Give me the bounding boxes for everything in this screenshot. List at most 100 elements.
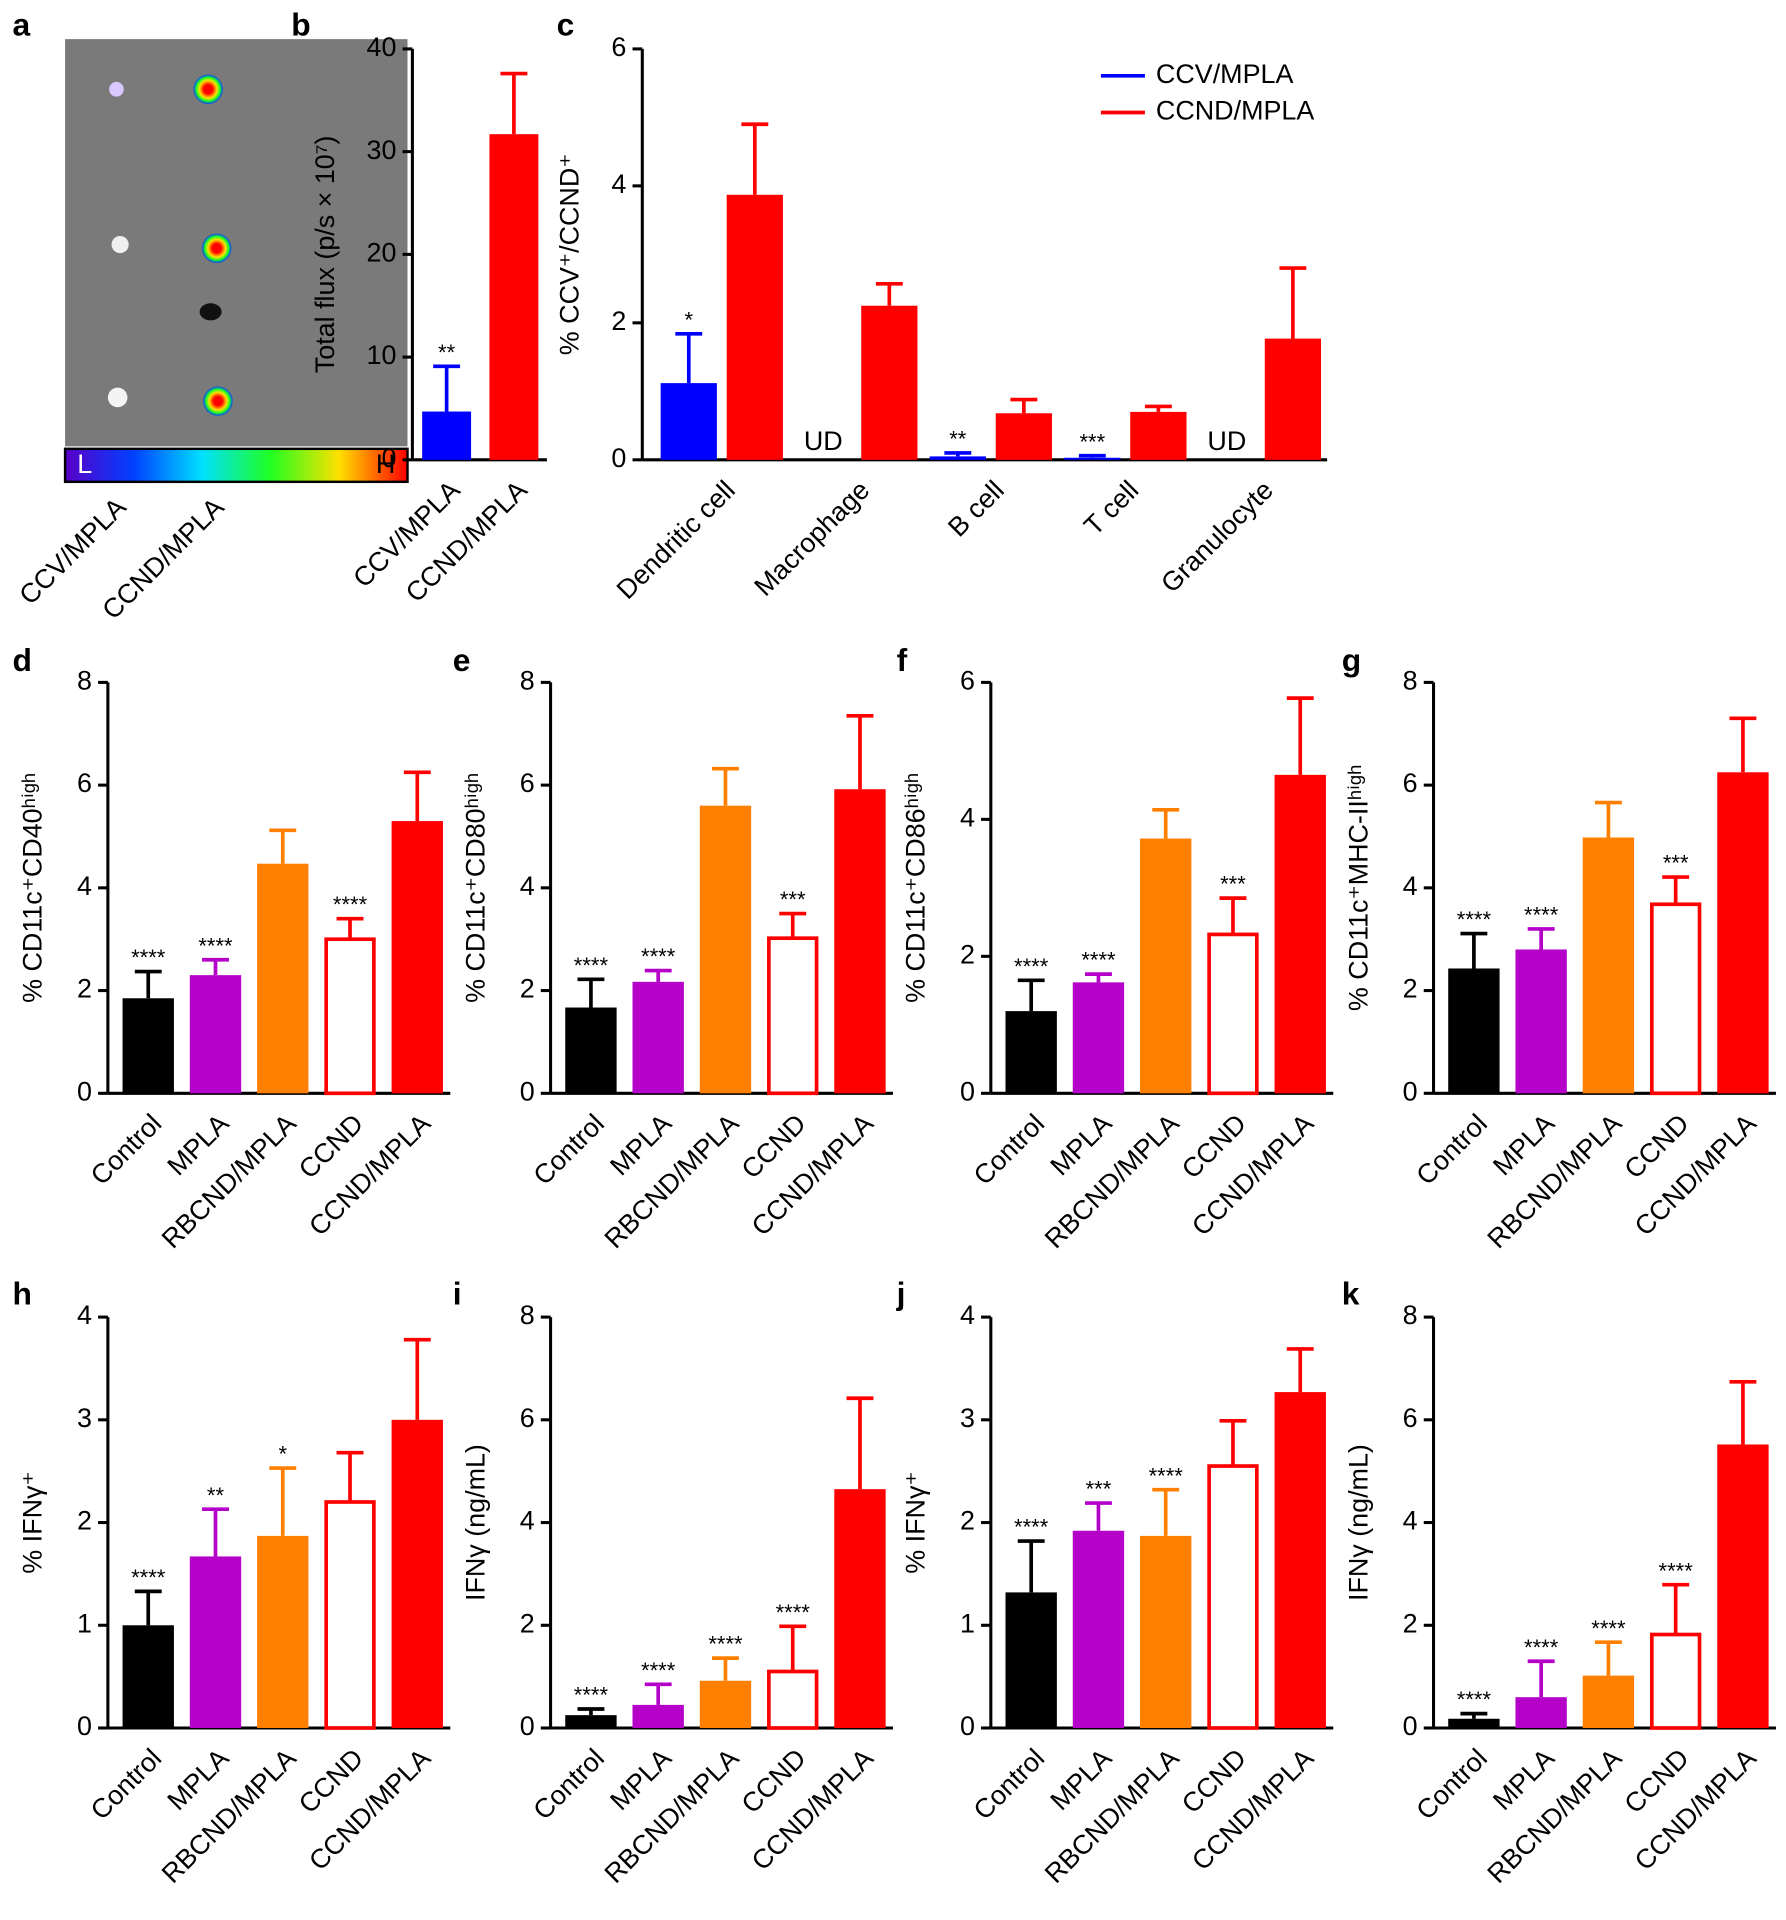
y-tick-label: 4 [1403,1506,1418,1536]
y-tick-label: 8 [1403,666,1418,696]
significance: **** [1081,948,1116,973]
bar [1207,1464,1259,1730]
y-tick-label: 2 [520,1608,535,1638]
panel-letter: e [453,642,471,678]
y-tick-label: 6 [960,666,975,696]
significance: **** [1591,1616,1626,1641]
error-bar [1084,1501,1112,1531]
error-bar [1279,266,1307,339]
y-tick-label: 6 [520,1403,535,1433]
error-bar [741,122,769,195]
x-tick-label: Control [1410,1743,1493,1826]
significance: *** [1220,872,1246,897]
y-axis-label: % IFNγ⁺ [18,1471,48,1573]
y-tick-label: 4 [611,169,626,199]
error-bar [1460,1711,1488,1719]
bar [1072,982,1125,1094]
y-tick-label: 6 [611,32,626,62]
y-tick-label: 2 [1403,974,1418,1004]
y-tick-label: 0 [960,1076,975,1106]
y-tick-label: 2 [520,974,535,1004]
y-tick-label: 1 [960,1608,975,1638]
bar [391,821,443,1094]
error-bar [1078,453,1106,458]
bar [189,1556,242,1728]
panel-letter: k [1342,1276,1360,1312]
y-tick-label: 6 [77,768,92,798]
significance: **** [1014,1515,1049,1540]
error-bar [403,770,431,822]
significance: **** [574,1683,609,1708]
error-bar [1527,1659,1555,1698]
error-bar [1017,1539,1045,1593]
y-axis-label: % CD11c⁺CD80ʰⁱᵍʰ [460,773,490,1003]
bar [422,411,472,460]
panel-letter: h [12,1276,31,1312]
error-bar [1662,1582,1690,1635]
significance: **** [1659,1558,1694,1583]
bar [391,1419,443,1728]
y-tick-label: 8 [1403,1300,1418,1330]
bar [565,1715,617,1728]
bar [726,194,783,460]
significance: *** [1079,429,1105,454]
significance: **** [1149,1463,1184,1488]
error-bar [1152,807,1180,839]
error-bar [202,957,229,976]
significance: ** [207,1483,225,1508]
error-bar [1527,927,1555,950]
error-bar [644,968,672,982]
x-tick-label: Control [527,1743,610,1826]
y-tick-label: 3 [960,1403,975,1433]
bar [929,456,986,460]
error-bar [202,1507,229,1557]
significance: ** [438,340,456,365]
y-tick-label: 40 [367,32,397,62]
bar [1274,1392,1326,1728]
error-bar [1152,1487,1180,1536]
error-bar [577,977,605,1008]
panel-letter: g [1342,642,1361,678]
y-axis-label: % IFNγ⁺ [901,1471,931,1573]
panel-letter: f [897,642,908,678]
bar [1515,949,1567,1094]
bar [861,305,918,460]
significance: *** [780,887,806,912]
bar [834,1489,886,1728]
x-tick-label: Control [968,1108,1051,1191]
bar [324,1500,376,1730]
bar [1649,1632,1702,1730]
error-bar [403,1337,431,1420]
error-bar [846,1396,874,1490]
bar [632,1704,684,1728]
error-bar [944,451,972,457]
y-axis-label: % CD11c⁺CD40ʰⁱᵍʰ [18,773,48,1003]
y-tick-label: 0 [382,443,397,473]
bar [1005,1592,1057,1728]
significance: **** [1457,907,1492,932]
error-bar [134,1589,162,1626]
error-bar [779,1624,807,1672]
spot [111,236,129,254]
bar [257,863,309,1094]
legend-label: CCV/MPLA [1156,59,1294,89]
error-bar [675,331,703,384]
bar [767,1669,819,1730]
y-tick-label: 0 [1403,1076,1418,1106]
y-tick-label: 0 [77,1711,92,1741]
error-bar [1017,978,1045,1012]
y-tick-label: 0 [520,1076,535,1106]
error-bar [1729,1379,1757,1445]
y-tick-label: 2 [960,939,975,969]
y-tick-label: 0 [520,1711,535,1741]
significance: **** [776,1600,811,1625]
y-tick-label: 4 [960,802,975,832]
y-tick-label: 2 [611,306,626,336]
bar [189,975,242,1094]
panel-letter: j [896,1276,906,1312]
y-tick-label: 4 [520,1506,535,1536]
significance: **** [1457,1687,1492,1712]
error-bar [779,911,807,939]
y-tick-label: 2 [1403,1608,1418,1638]
significance: **** [1014,954,1049,979]
